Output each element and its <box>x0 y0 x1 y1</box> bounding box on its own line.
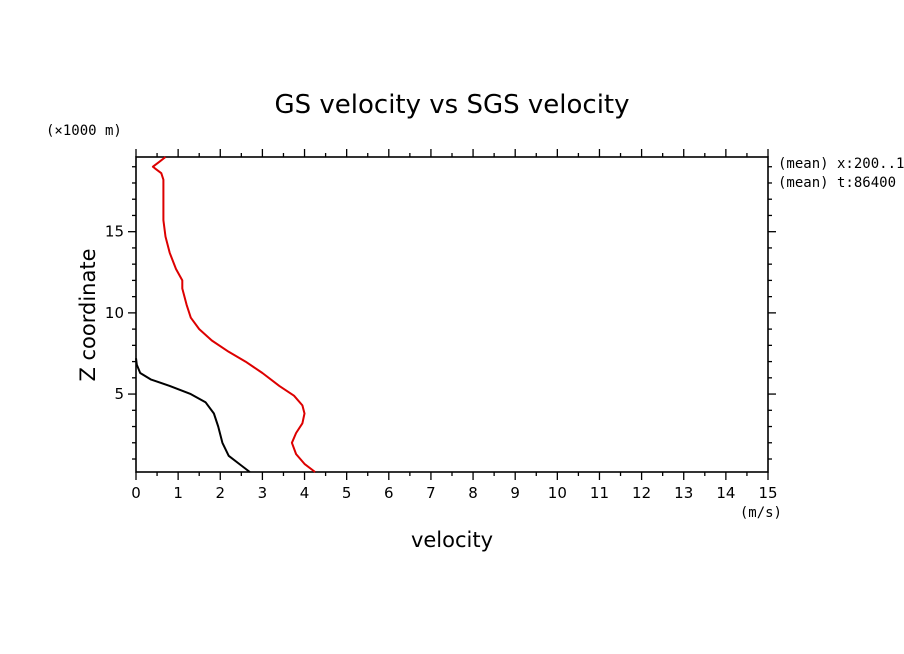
x-tick-label: 2 <box>215 484 225 502</box>
x-tick-label: 0 <box>131 484 141 502</box>
chart-title: GS velocity vs SGS velocity <box>274 90 629 120</box>
y-tick-label: 10 <box>105 304 124 322</box>
y-axis-label: Z coordinate <box>76 248 100 381</box>
x-unit-label: (m/s) <box>740 505 782 521</box>
x-tick-label: 14 <box>716 484 735 502</box>
y-unit-label: (×1000 m) <box>46 123 122 139</box>
y-tick-label: 5 <box>114 385 124 403</box>
plot-frame <box>135 156 769 473</box>
annotation-mean-t: (mean) t:86400 <box>778 175 896 191</box>
x-tick-label: 8 <box>468 484 478 502</box>
x-axis-label: velocity <box>411 528 493 552</box>
x-tick-label: 4 <box>300 484 310 502</box>
x-tick-label: 15 <box>758 484 777 502</box>
x-tick-label: 9 <box>510 484 520 502</box>
series-line-2 <box>151 156 316 473</box>
x-tick-label: 6 <box>384 484 394 502</box>
x-tick-label: 5 <box>342 484 352 502</box>
x-tick-label: 13 <box>674 484 693 502</box>
x-tick-label: 12 <box>632 484 651 502</box>
series-line-1 <box>135 358 251 473</box>
y-tick-label: 15 <box>105 223 124 241</box>
annotation-mean-x: (mean) x:200..1 <box>778 156 904 172</box>
x-tick-label: 1 <box>173 484 183 502</box>
x-tick-label: 10 <box>548 484 567 502</box>
x-tick-label: 3 <box>258 484 268 502</box>
x-tick-label: 7 <box>426 484 436 502</box>
x-tick-label: 11 <box>590 484 609 502</box>
